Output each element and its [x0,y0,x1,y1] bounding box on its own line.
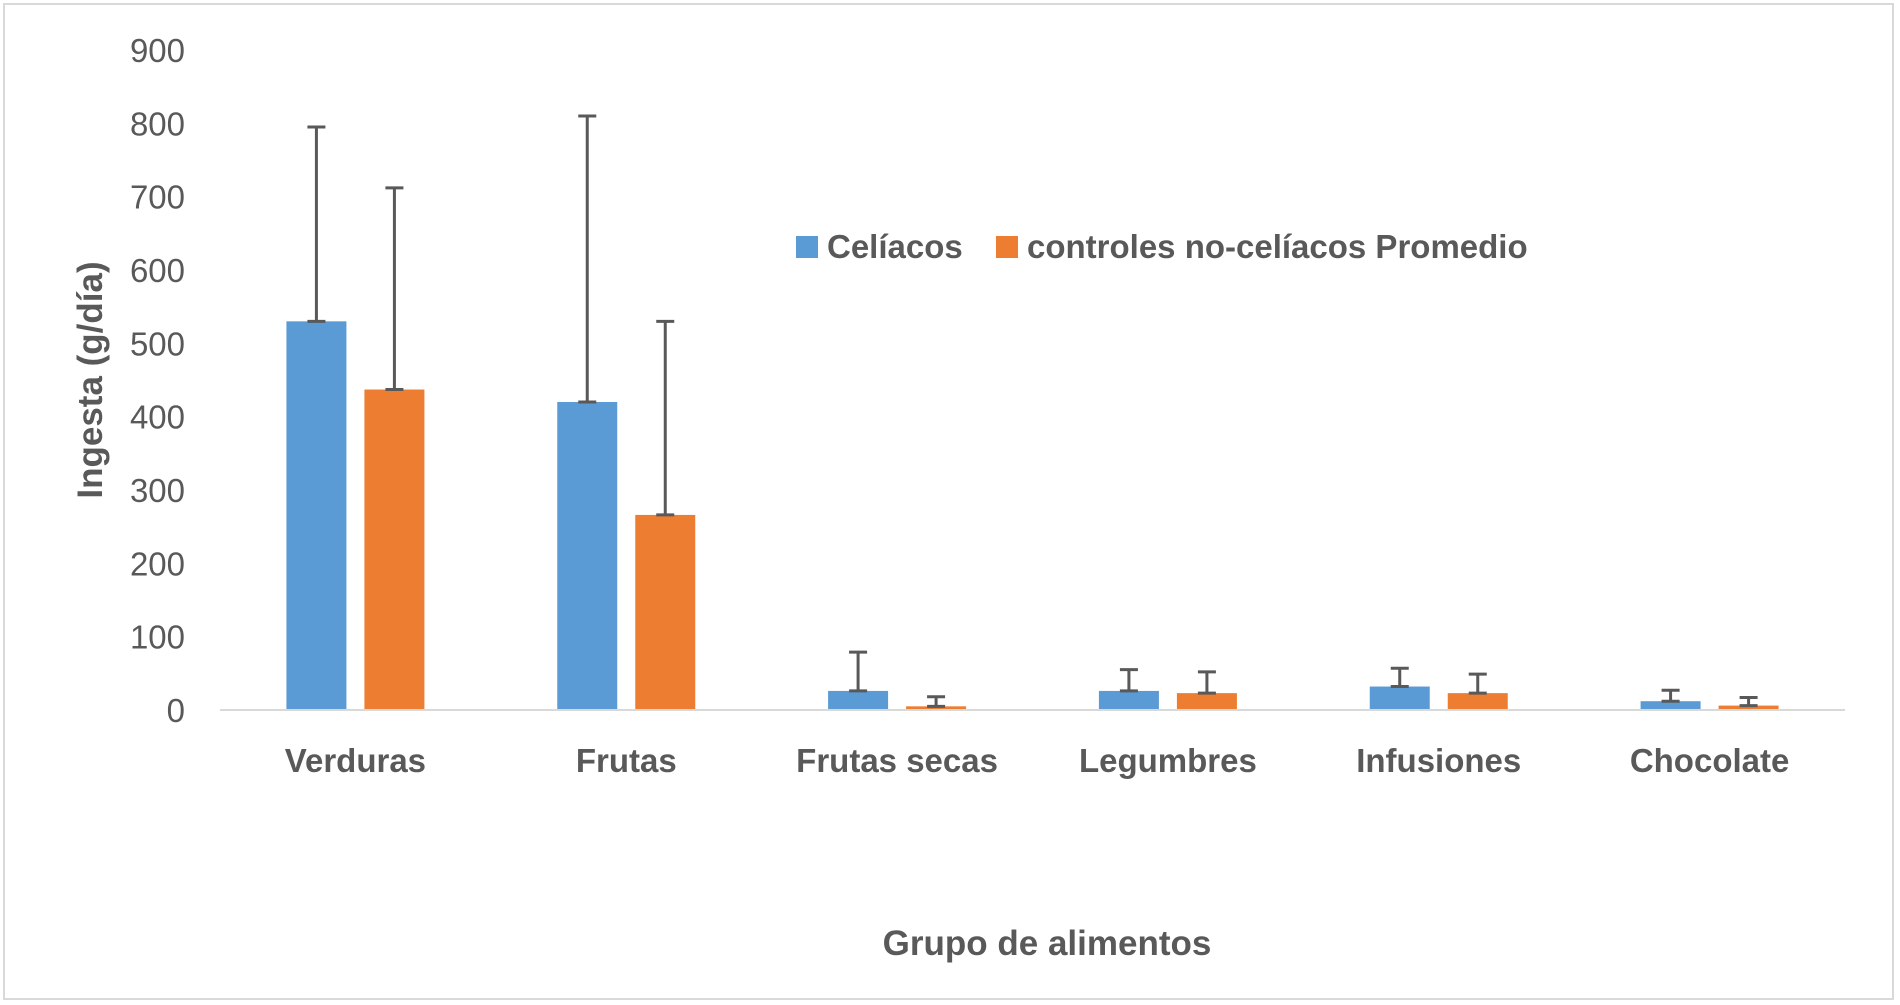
bar [1176,693,1237,710]
y-tick-label: 700 [130,179,185,216]
bar [1369,686,1430,710]
y-tick-label: 200 [130,545,185,582]
y-tick-label: 100 [130,619,185,656]
y-tick-label: 0 [167,692,185,729]
legend: Celíacos controles no-celíacos Promedio [796,228,1528,265]
legend-label-controles: controles no-celíacos Promedio [1027,228,1528,265]
bar [1098,690,1159,710]
bar [906,706,967,710]
y-tick-label: 800 [130,105,185,142]
x-tick-label: Frutas secas [796,742,998,779]
y-axis-title: Ingesta (g/día) [71,261,110,498]
y-tick-label: 500 [130,325,185,362]
x-tick-label: Legumbres [1079,742,1257,779]
legend-label-celiacos: Celíacos [827,228,963,265]
bar [1640,701,1701,710]
x-axis-labels: Verduras Frutas Frutas secas Legumbres Infus… [285,742,1790,779]
y-tick-label: 600 [130,252,185,289]
y-axis-ticks: 0 100 200 300 400 500 600 700 800 900 [130,32,185,729]
y-tick-label: 900 [130,32,185,69]
bar [1718,705,1779,710]
x-axis-title: Grupo de alimentos [883,924,1212,963]
legend-swatch-controles [996,236,1018,258]
bar [557,402,618,710]
bar [635,514,696,710]
bar [364,389,425,710]
x-tick-label: Verduras [285,742,426,779]
bar [1447,693,1508,710]
x-tick-label: Chocolate [1630,742,1790,779]
bars [286,321,1779,710]
y-tick-label: 300 [130,472,185,509]
x-tick-label: Infusiones [1356,742,1521,779]
x-tick-label: Frutas [576,742,677,779]
legend-swatch-celiacos [796,236,818,258]
error-bars [307,114,1758,708]
y-tick-label: 400 [130,399,185,436]
bar [286,321,347,710]
bar [828,690,889,710]
